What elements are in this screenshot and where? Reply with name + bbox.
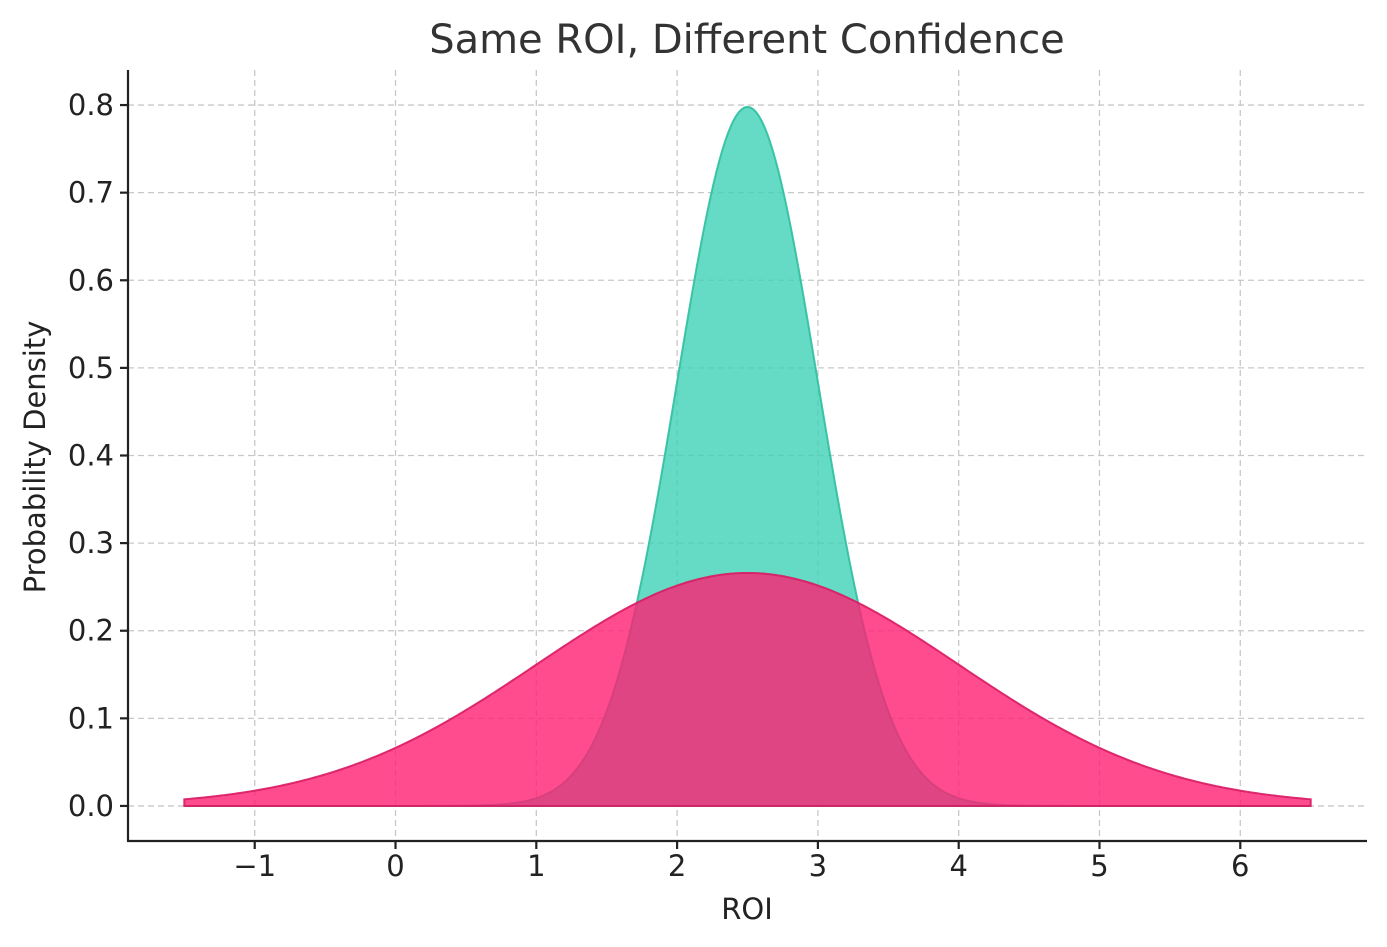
y-tick-label-0: 0.0: [68, 789, 114, 823]
x-tick-label-5: 4: [949, 849, 967, 883]
x-tick-label-4: 3: [809, 849, 827, 883]
y-tick-label-1: 0.1: [68, 701, 114, 735]
chart-title: Same ROI, Different Confidence: [429, 17, 1065, 63]
y-tick-label-4: 0.4: [68, 439, 114, 473]
x-tick-label-1: 0: [386, 849, 404, 883]
x-tick-label-2: 1: [527, 849, 545, 883]
x-tick-label-6: 5: [1090, 849, 1108, 883]
x-tick-label-7: 6: [1231, 849, 1249, 883]
y-tick-label-6: 0.6: [68, 263, 114, 297]
x-axis-label: ROI: [721, 892, 773, 926]
y-axis-label: Probability Density: [18, 321, 52, 594]
x-tick-label-0: −1: [233, 849, 276, 883]
x-axis-ticks: −1 0 1 2 3 4 5 6: [233, 841, 1250, 883]
y-tick-label-8: 0.8: [68, 88, 114, 122]
y-tick-label-3: 0.3: [68, 526, 114, 560]
x-tick-label-3: 2: [668, 849, 686, 883]
y-tick-label-2: 0.2: [68, 614, 114, 648]
density-areas: [183, 105, 1312, 807]
y-tick-label-5: 0.5: [68, 351, 114, 385]
density-area-1: [183, 571, 1312, 807]
y-axis-ticks: 0.0 0.1 0.2 0.3 0.4 0.5 0.6 0.7 0.8: [68, 88, 128, 823]
y-tick-label-7: 0.7: [68, 176, 114, 210]
